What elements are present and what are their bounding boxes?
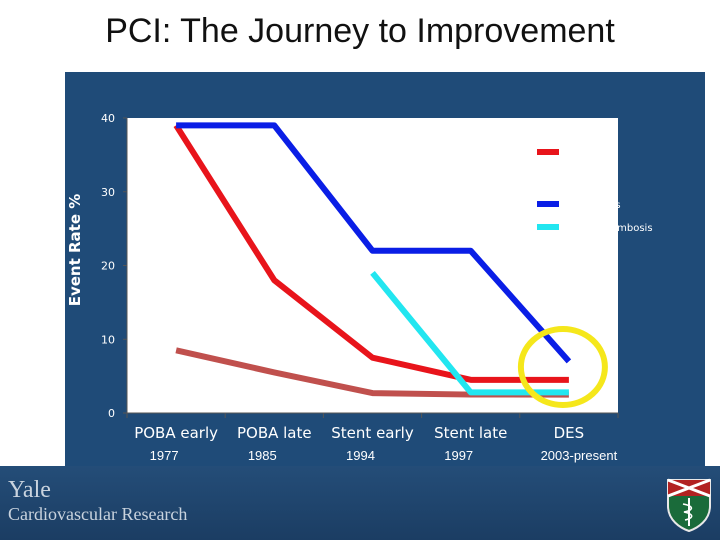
yale-logo-text: Yale Cardiovascular Research [8, 478, 187, 526]
series-line-restenosis [176, 122, 572, 364]
legend-swatch-1 [537, 149, 559, 155]
y-tick-label: 30 [101, 186, 115, 199]
event-rate-chart: 0 10 20 30 40 POBA early 1977 POBA late 1985 Sten… [66, 112, 653, 463]
x-year-label: 1994 [346, 448, 375, 463]
legend-label: Stent thrombosis [567, 223, 653, 234]
x-year-label: 1997 [444, 448, 473, 463]
y-tick-label: 0 [108, 407, 115, 420]
slide-title: PCI: The Journey to Improvement [105, 12, 615, 50]
brand-line1: Yale [8, 477, 51, 503]
footer-bar: Yale Cardiovascular Research [0, 466, 720, 540]
series-line-stent-thrombosis [370, 270, 569, 396]
legend-swatch-2 [537, 174, 559, 180]
x-year-label: 2003-present [541, 448, 618, 463]
des-highlight-circle [517, 326, 608, 408]
y-tick-label: 40 [101, 112, 115, 125]
series-line-failure [173, 123, 569, 383]
x-category-label: Stent late [434, 424, 507, 442]
legend-label: Failure [567, 148, 600, 159]
x-year-label: 1977 [150, 448, 179, 463]
yale-shield-icon [667, 478, 711, 532]
legend-swatch-3 [537, 201, 559, 207]
legend-label: Restenosis [567, 200, 621, 211]
y-axis-title: Event Rate % [66, 194, 84, 307]
y-tick-label: 10 [101, 333, 115, 346]
x-category-label: POBA early [134, 424, 218, 442]
legend-label: Em CABG [567, 173, 615, 184]
x-category-label: Stent early [331, 424, 414, 442]
y-tick-label: 20 [101, 260, 115, 273]
brand-line2: Cardiovascular Research [8, 504, 188, 524]
x-category-label: DES [554, 424, 585, 442]
legend-swatch-4 [537, 224, 559, 230]
x-category-label: POBA late [237, 424, 312, 442]
x-year-label: 1985 [248, 448, 277, 463]
plot-area [127, 118, 618, 413]
